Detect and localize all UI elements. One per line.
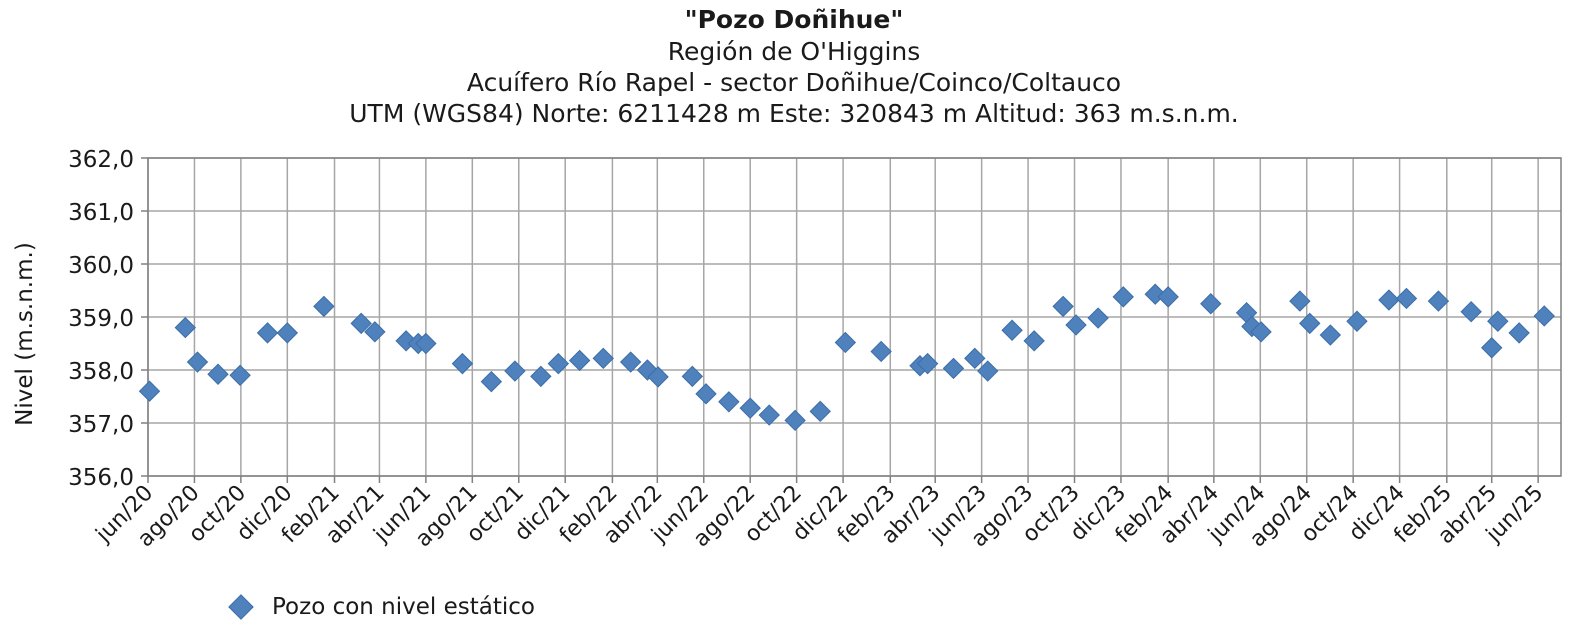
data-point-marker [964,347,986,370]
data-point-marker [1487,310,1509,332]
data-point-marker [207,363,229,385]
data-point-marker [480,370,503,393]
chart-axes [141,157,1562,483]
data-point-marker [1087,307,1109,329]
data-point-marker [1001,319,1023,341]
data-point-marker [186,351,209,373]
data-point-marker [718,391,740,413]
data-point-marker [784,409,806,432]
legend-diamond-icon [228,594,254,620]
data-point-marker [1395,287,1418,310]
data-point-marker [1052,295,1074,318]
data-point-marker [1065,314,1087,336]
data-point-marker [256,322,279,344]
data-point-marker [451,352,474,375]
data-point-marker [313,295,335,318]
data-point-marker [647,366,669,388]
data-point-marker [1460,300,1482,323]
chart-title-block: "Pozo Doñihue" Región de O'Higgins Acuíf… [0,4,1588,129]
data-point-marker [1023,330,1045,352]
data-point-marker [504,360,526,382]
data-point-marker [1533,305,1555,327]
legend-label: Pozo con nivel estático [272,594,535,620]
y-tick-label: 358,0 [68,359,134,385]
data-points [138,283,1555,432]
data-point-marker [568,349,591,372]
data-point-marker [364,321,386,343]
chart-subtitle-coordinates: UTM (WGS84) Norte: 6211428 m Este: 32084… [349,99,1239,128]
y-tick-label: 357,0 [68,412,134,438]
chart-subtitle-aquifer: Acuífero Río Rapel - sector Doñihue/Coin… [466,68,1122,97]
data-point-marker [1289,290,1311,312]
data-point-marker [547,352,570,375]
data-point-marker [1200,293,1222,315]
x-tick-labels: jun/20ago/20oct/20dic/20feb/21abr/21jun/… [91,481,1549,553]
data-point-marker [870,340,892,363]
data-point-marker [1346,310,1368,332]
data-point-marker [1508,322,1530,344]
data-point-marker [138,380,161,402]
data-point-marker [695,383,717,405]
data-point-marker [619,351,642,373]
data-point-marker [1319,324,1342,346]
chart-subtitle-region: Región de O'Higgins [667,37,921,66]
y-tick-labels: 362,0 361,0 360,0 359,0 358,0 357,0 356,0 [68,147,134,491]
data-point-marker [350,312,372,335]
data-point-marker [1427,290,1450,312]
data-point-marker [1250,321,1272,343]
y-axis-label: Nivel (m.s.n.m.) [12,242,38,426]
data-point-marker [530,365,552,388]
chart-title: "Pozo Doñihue" [684,5,904,34]
data-point-marker [1481,337,1503,359]
data-point-marker [1157,286,1179,308]
data-point-marker [229,364,251,387]
y-tick-label: 359,0 [68,306,134,332]
data-point-marker [977,360,999,382]
data-point-marker [739,397,761,419]
data-point-marker [758,404,780,426]
data-point-marker [834,331,857,354]
data-point-marker [1112,286,1134,308]
data-point-marker [942,357,965,380]
data-point-marker [276,322,299,344]
data-point-marker [1378,289,1400,311]
y-tick-label: 356,0 [68,465,134,491]
data-point-marker [415,332,437,355]
y-tick-label: 362,0 [68,147,134,173]
data-point-marker [916,352,939,375]
y-tick-label: 360,0 [68,253,134,279]
plot-frame [147,157,1562,477]
data-point-marker [1299,312,1321,335]
data-point-marker [681,365,704,388]
y-tick-label: 361,0 [68,200,134,226]
grid-lines [147,157,1561,477]
data-point-marker [592,347,614,370]
legend: Pozo con nivel estático [228,592,535,622]
data-point-marker [174,316,197,339]
data-point-marker [809,400,831,423]
